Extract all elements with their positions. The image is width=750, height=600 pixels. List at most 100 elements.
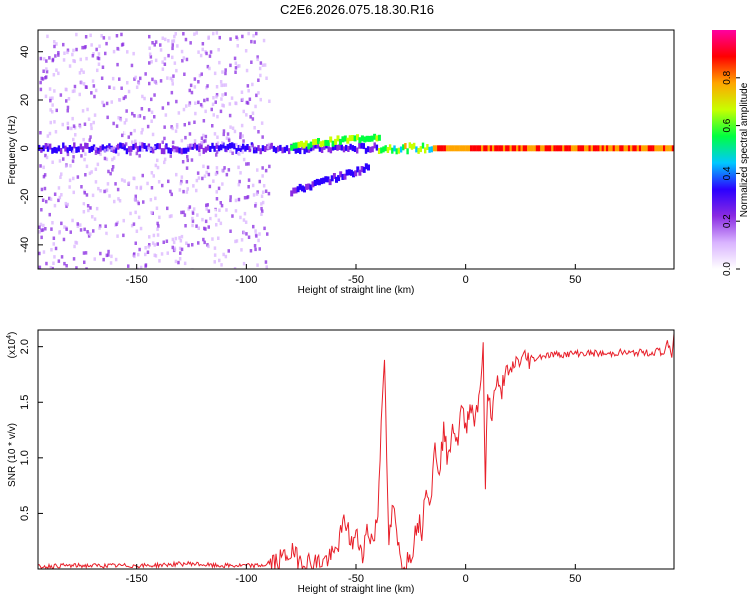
snr-panel: -150 -100 -50 0 50 0.5 1.0 1.5 2.0 Height of str… <box>6 329 675 595</box>
noise-speck <box>231 126 235 130</box>
noise-speck <box>182 32 185 36</box>
band-cell <box>410 143 414 150</box>
noise-speck <box>81 109 85 113</box>
noise-speck <box>77 98 81 102</box>
x-tick-label: -50 <box>348 573 364 585</box>
noise-speck <box>90 170 93 174</box>
branch-cell <box>302 142 306 149</box>
band-cell <box>395 148 398 155</box>
noise-speck <box>102 36 106 40</box>
noise-speck <box>183 261 187 266</box>
noise-speck <box>204 219 208 224</box>
noise-speck <box>108 194 111 198</box>
branch-cell <box>362 166 366 173</box>
noise-speck <box>42 174 46 179</box>
noise-speck <box>261 174 264 178</box>
noise-speck <box>120 32 123 37</box>
branch-cell <box>296 186 300 193</box>
band-cell <box>347 146 350 152</box>
noise-speck <box>247 185 250 189</box>
noise-speck <box>188 205 192 209</box>
noise-speck <box>72 150 75 154</box>
colorbar-tick-label: 0.6 <box>722 118 733 132</box>
noise-speck <box>241 97 244 102</box>
band-cell <box>544 145 547 152</box>
noise-speck <box>55 68 58 72</box>
noise-speck <box>180 179 183 184</box>
band-cell <box>492 145 495 152</box>
noise-speck <box>161 140 164 144</box>
noise-speck <box>92 120 95 125</box>
band-cell <box>419 146 422 153</box>
noise-speck <box>268 164 271 169</box>
band-cell <box>143 143 146 149</box>
noise-speck <box>167 101 170 106</box>
noise-speck <box>117 116 120 120</box>
spectrogram-marks <box>38 31 674 269</box>
branch-cell <box>375 135 379 142</box>
noise-speck <box>71 116 74 121</box>
noise-speck <box>90 126 93 131</box>
band-cell <box>90 145 93 152</box>
noise-speck <box>238 152 241 156</box>
noise-speck <box>100 76 104 80</box>
y-tick-label: 1.5 <box>19 395 31 410</box>
band-cell <box>470 145 473 152</box>
band-cell <box>560 145 563 152</box>
snr-ylabel: SNR (10 * v/v) <box>7 423 18 487</box>
band-cell <box>577 145 580 152</box>
noise-speck <box>209 216 212 221</box>
noise-speck <box>39 164 42 168</box>
noise-speck <box>256 55 259 59</box>
noise-speck <box>153 43 156 47</box>
branch-cell <box>297 141 301 148</box>
noise-speck <box>112 146 116 150</box>
noise-speck <box>39 222 43 227</box>
noise-speck <box>208 66 211 71</box>
noise-speck <box>160 252 164 256</box>
noise-speck <box>247 235 251 239</box>
noise-speck <box>133 197 137 202</box>
noise-speck <box>120 178 124 182</box>
noise-speck <box>55 42 58 46</box>
noise-speck <box>252 193 256 197</box>
noise-speck <box>220 263 223 267</box>
noise-speck <box>147 108 151 112</box>
noise-speck <box>245 232 248 236</box>
noise-speck <box>182 189 185 194</box>
noise-speck <box>131 111 134 116</box>
noise-speck <box>82 202 86 206</box>
band-cell <box>268 143 271 150</box>
noise-speck <box>152 233 156 238</box>
noise-speck <box>84 152 87 156</box>
noise-speck <box>52 73 56 77</box>
noise-speck <box>41 198 45 202</box>
noise-speck <box>105 231 108 236</box>
band-cell <box>53 146 56 153</box>
branch-cell <box>292 187 296 194</box>
noise-speck <box>153 79 156 84</box>
noise-speck <box>45 67 48 71</box>
band-cell <box>303 148 306 155</box>
band-cell <box>382 146 385 153</box>
noise-speck <box>197 241 200 245</box>
noise-speck <box>174 129 178 133</box>
noise-speck <box>263 63 267 67</box>
noise-speck <box>81 45 84 50</box>
branch-cell <box>300 185 304 192</box>
band-cell <box>437 145 440 152</box>
noise-speck <box>239 132 242 136</box>
noise-speck <box>207 244 210 249</box>
branch-cell <box>328 179 332 186</box>
noise-speck <box>189 41 192 45</box>
noise-speck <box>49 98 52 103</box>
noise-speck <box>256 263 259 267</box>
noise-speck <box>45 59 48 63</box>
noise-speck <box>111 168 114 172</box>
noise-speck <box>97 150 101 155</box>
band-cell <box>634 145 637 152</box>
noise-speck <box>124 142 128 146</box>
noise-speck <box>66 105 70 110</box>
noise-speck <box>261 200 265 205</box>
noise-speck <box>66 121 70 126</box>
